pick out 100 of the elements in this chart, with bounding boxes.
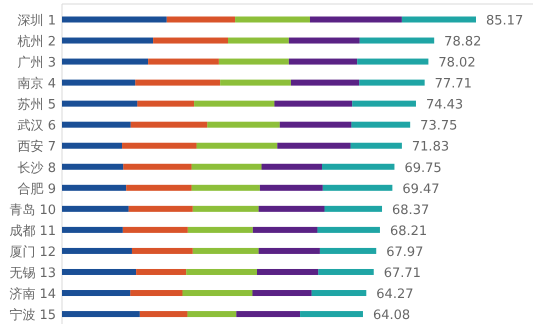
bar [318,268,374,275]
bar [228,38,289,44]
y-tick-label: 无锡 13 [9,266,56,281]
y-tick-label: 杭州 2 [16,34,56,50]
bar [300,311,363,318]
bar [312,290,366,296]
bar [194,100,274,107]
y-tick-label: 南京 4 [18,76,56,92]
bar [62,58,148,65]
bar [62,311,140,318]
bar [132,248,193,254]
bar [130,290,182,296]
bar [62,206,129,212]
annotation: 67.97 [386,244,424,260]
bar [135,80,220,86]
y-tick-label: 苏州 5 [18,98,56,113]
bar [290,80,360,86]
bar [62,268,136,275]
bar [148,58,219,65]
annotation: 78.02 [438,56,476,71]
bar [130,122,208,128]
bar [317,226,380,233]
bar [62,248,132,254]
bar [62,80,136,86]
annotation: 67.71 [384,266,421,281]
bar [62,16,167,22]
bar [288,38,360,44]
bar [122,226,188,233]
bar [256,268,318,275]
bar [62,184,126,191]
bar [260,184,323,191]
bar [357,58,428,65]
bar [262,164,322,170]
annotation: 85.17 [486,14,524,28]
y-tick-label: 合肥 9 [18,182,56,197]
bar [140,311,188,318]
bar [360,38,434,44]
annotation: 69.75 [404,160,442,176]
bar [359,80,425,86]
annotation: 71.83 [412,140,450,155]
bar [192,206,259,212]
bar [207,122,280,128]
y-tick-label: 济南 14 [9,287,56,302]
bar [62,164,124,170]
y-tick-label: 长沙 8 [18,160,56,176]
y-tick-label: 成都 11 [9,224,56,239]
bar [235,16,310,22]
bar [192,184,260,191]
annotation: 69.47 [402,182,440,197]
annotation: 64.08 [372,308,410,324]
bar [288,58,358,65]
bar [258,206,324,212]
bar [274,100,352,107]
bar [258,248,320,254]
bar [351,122,410,128]
bar [252,290,312,296]
y-tick-label: 西安 7 [18,138,56,155]
bar [236,311,300,318]
y-tick-label: 宁波 15 [9,307,56,324]
bar [196,142,278,149]
bar [62,142,122,149]
bar [166,16,236,22]
bar [280,122,352,128]
y-tick-label: 广州 3 [18,56,56,71]
bar [252,226,318,233]
bar [350,142,402,149]
y-tick-label: 深圳 1 [18,14,56,28]
bar [62,100,138,107]
bar [122,142,197,149]
bar [324,206,382,212]
bar [220,80,291,86]
bar [153,38,228,44]
annotation: 68.37 [392,202,430,218]
bar [186,268,257,275]
annotation: 78.82 [444,34,482,50]
bar [136,268,186,275]
y-tick-label: 厦门 12 [9,244,56,260]
bar [62,38,154,44]
bar [277,142,351,149]
annotation: 73.75 [420,118,458,134]
bar [192,164,262,170]
bar [62,226,123,233]
bar [192,248,259,254]
bar [182,290,252,296]
annotation: 64.27 [376,287,414,302]
annotation: 74.43 [426,98,464,113]
bar [320,248,376,254]
bar [126,184,192,191]
y-tick-label: 青岛 10 [9,202,56,218]
bar [128,206,193,212]
bar [137,100,194,107]
bar [218,58,289,65]
bar [310,16,402,22]
bar [187,311,236,318]
bar [352,100,416,107]
bar [402,16,476,22]
bar [62,290,130,296]
bar [62,122,131,128]
annotation: 68.21 [390,224,428,239]
y-tick-label: 武汉 6 [18,118,56,134]
